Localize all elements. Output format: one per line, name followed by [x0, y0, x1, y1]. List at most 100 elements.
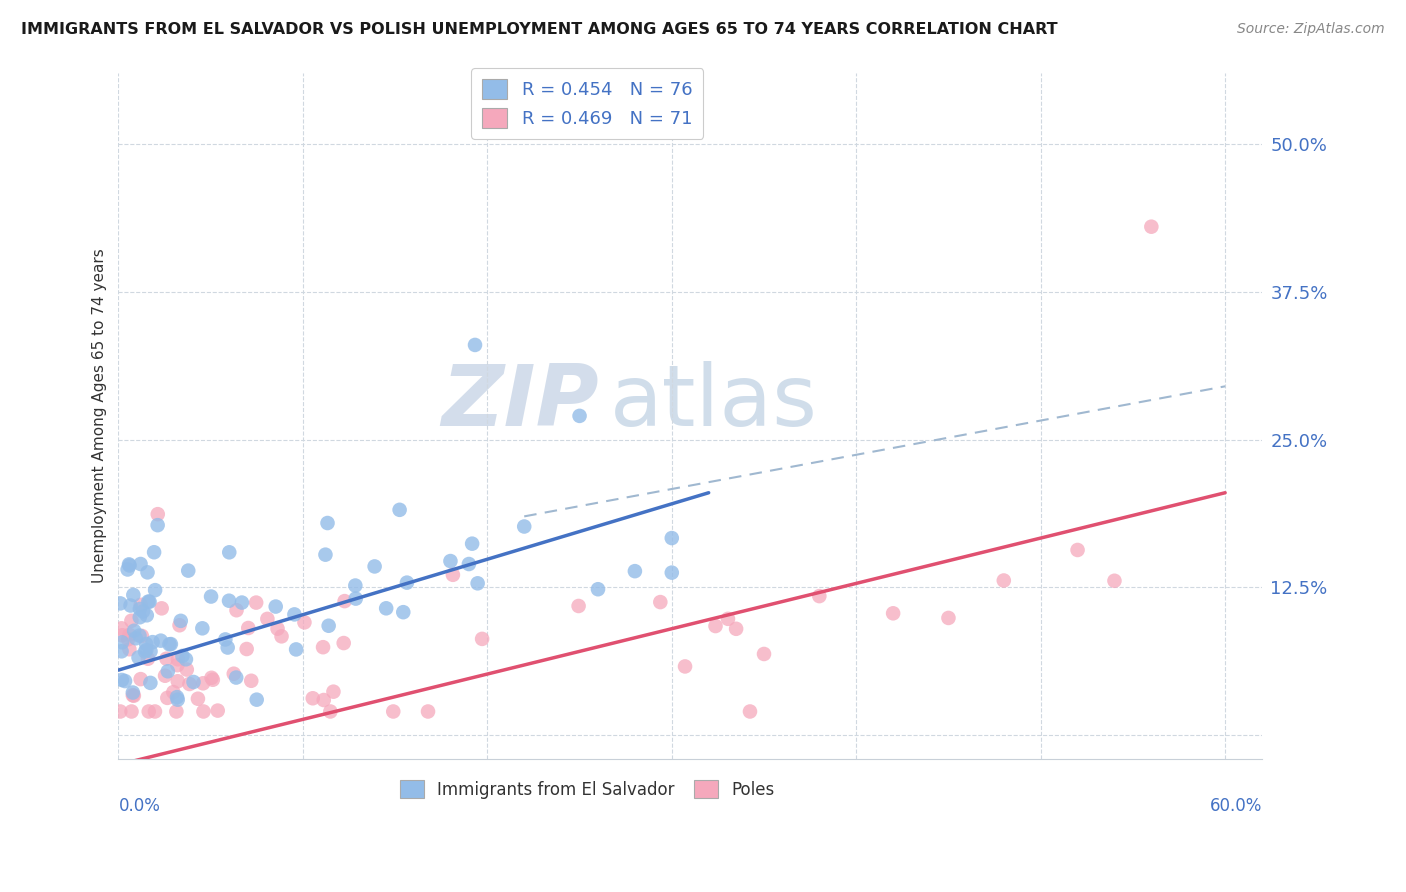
Point — [938, 611, 960, 625]
Text: IMMIGRANTS FROM EL SALVADOR VS POLISH UNEMPLOYMENT AMONG AGES 65 TO 74 YEARS COR: IMMIGRANTS FROM EL SALVADOR VS POLISH UN… — [21, 22, 1057, 37]
Point — [586, 582, 609, 597]
Point — [238, 621, 260, 635]
Point — [162, 685, 184, 699]
Point — [155, 651, 177, 665]
Point — [1140, 219, 1163, 234]
Point — [166, 658, 188, 673]
Point — [344, 578, 367, 592]
Point — [322, 684, 344, 698]
Point — [312, 693, 335, 707]
Point — [752, 647, 775, 661]
Point — [146, 507, 169, 521]
Text: 0.0%: 0.0% — [118, 797, 160, 814]
Point — [344, 591, 367, 606]
Point — [993, 574, 1015, 588]
Point — [146, 518, 169, 533]
Point — [111, 673, 134, 687]
Point — [150, 601, 173, 615]
Point — [110, 644, 132, 658]
Point — [129, 602, 152, 616]
Point — [125, 632, 148, 646]
Point — [568, 409, 591, 423]
Point — [191, 676, 214, 690]
Point — [375, 601, 398, 615]
Point — [218, 593, 240, 607]
Point — [316, 516, 339, 530]
Text: Source: ZipAtlas.com: Source: ZipAtlas.com — [1237, 22, 1385, 37]
Point — [314, 548, 336, 562]
Point — [392, 605, 415, 619]
Point — [122, 588, 145, 602]
Point — [312, 640, 335, 655]
Text: ZIP: ZIP — [441, 360, 599, 443]
Point — [118, 558, 141, 573]
Point — [661, 566, 683, 580]
Point — [138, 595, 160, 609]
Point — [166, 674, 188, 689]
Point — [187, 691, 209, 706]
Point — [120, 614, 142, 628]
Point — [143, 545, 166, 559]
Point — [266, 622, 288, 636]
Point — [172, 648, 194, 663]
Point — [395, 575, 418, 590]
Point — [183, 675, 205, 690]
Point — [139, 644, 162, 658]
Point — [117, 562, 139, 576]
Point — [143, 583, 166, 598]
Point — [118, 558, 141, 572]
Point — [142, 635, 165, 649]
Point — [128, 650, 150, 665]
Point — [121, 688, 143, 702]
Point — [270, 629, 292, 643]
Point — [114, 674, 136, 689]
Point — [235, 642, 257, 657]
Point — [177, 564, 200, 578]
Point — [122, 689, 145, 703]
Point — [217, 640, 239, 655]
Point — [129, 598, 152, 612]
Point — [138, 594, 160, 608]
Point — [382, 705, 405, 719]
Point — [246, 692, 269, 706]
Point — [174, 652, 197, 666]
Point — [464, 338, 486, 352]
Point — [129, 672, 152, 686]
Point — [467, 576, 489, 591]
Point — [650, 595, 672, 609]
Text: atlas: atlas — [610, 360, 818, 443]
Point — [218, 545, 240, 559]
Point — [132, 604, 155, 618]
Point — [673, 659, 696, 673]
Point — [441, 567, 464, 582]
Point — [128, 629, 150, 643]
Point — [200, 671, 222, 685]
Point — [166, 690, 188, 705]
Point — [160, 637, 183, 651]
Point — [135, 643, 157, 657]
Point — [363, 559, 385, 574]
Point — [138, 705, 160, 719]
Point — [131, 629, 153, 643]
Point — [388, 503, 411, 517]
Point — [110, 705, 132, 719]
Point — [882, 607, 904, 621]
Point — [624, 564, 647, 578]
Point — [122, 624, 145, 638]
Point — [179, 677, 201, 691]
Point — [135, 608, 157, 623]
Point — [222, 666, 245, 681]
Point — [135, 637, 157, 651]
Point — [318, 619, 340, 633]
Point — [111, 635, 134, 649]
Point — [134, 644, 156, 658]
Point — [156, 665, 179, 679]
Point — [717, 612, 740, 626]
Point — [118, 628, 141, 642]
Point — [808, 589, 831, 603]
Point — [1066, 543, 1088, 558]
Point — [110, 596, 132, 610]
Point — [121, 705, 143, 719]
Point — [201, 673, 224, 687]
Point — [1104, 574, 1126, 588]
